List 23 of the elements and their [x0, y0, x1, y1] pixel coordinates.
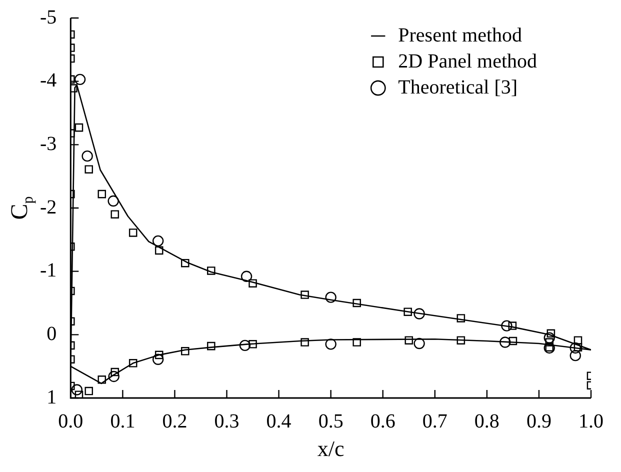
y-tick-label: 0	[46, 322, 57, 345]
x-tick-label: 0.0	[58, 410, 84, 432]
x-tick-label: 0.8	[474, 410, 500, 432]
y-tick-label: -5	[40, 6, 57, 28]
y-tick-label: 1	[46, 386, 57, 408]
x-axis-title: x/c	[317, 436, 344, 461]
x-tick-label: 0.4	[266, 410, 292, 432]
x-tick-label: 0.5	[318, 410, 344, 432]
y-tick-label: -4	[40, 70, 57, 92]
legend-label: Theoretical [3]	[398, 76, 518, 98]
x-tick-label: 1.0	[578, 410, 604, 432]
x-tick-label: 0.1	[110, 410, 136, 432]
y-axis-title: Cp	[6, 196, 37, 220]
legend-label: 2D Panel method	[398, 50, 538, 72]
x-tick-label: 0.2	[162, 410, 188, 432]
y-tick-label: -3	[40, 132, 57, 155]
y-tick-label: -1	[40, 260, 57, 282]
x-tick-label: 0.6	[370, 410, 396, 432]
y-tick-label: -2	[40, 196, 57, 218]
x-tick-label: 0.3	[214, 410, 240, 432]
x-tick-label: 0.9	[526, 410, 552, 432]
legend-label: Present method	[398, 24, 522, 46]
x-tick-label: 0.7	[422, 410, 448, 432]
